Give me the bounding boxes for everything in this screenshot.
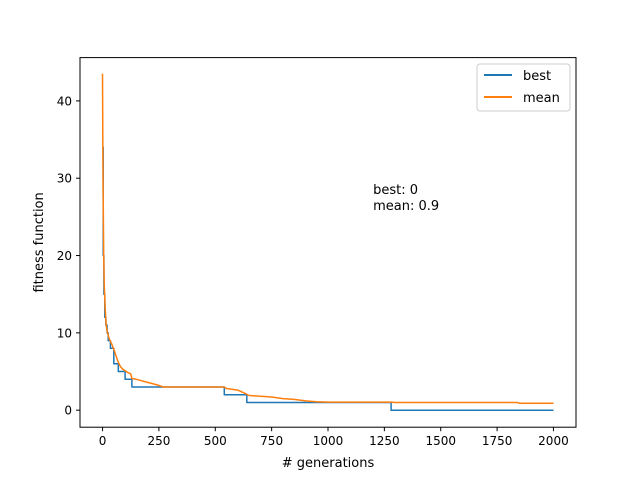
series-line-mean [101,73,554,404]
y-tick-label: 40 [57,94,72,108]
x-tick-label: 500 [204,434,227,448]
x-tick-label: 1750 [482,434,513,448]
x-tick-label: 1000 [313,434,344,448]
y-axis-label: fitness function [32,192,47,292]
legend-label-best: best [523,69,551,84]
annotation-best: best: 0 [373,183,418,198]
x-axis-label: # generations [282,456,375,471]
series-layer [101,73,554,411]
y-tick-label: 10 [57,326,72,340]
y-tick-label: 0 [64,404,72,418]
stats-annotation: best: 0 mean: 0.9 [373,183,439,214]
x-tick-label: 1500 [425,434,456,448]
y-tick-label: 20 [57,249,72,263]
x-tick-label: 750 [260,434,283,448]
axis-layer: 0 250 500 750 1000 1250 1500 1750 2000 0 10 20 30 40 [57,94,569,448]
y-tick-label: 30 [57,172,72,186]
legend-label-mean: mean [523,91,560,106]
x-tick-label: 0 [99,434,107,448]
x-tick-label: 1250 [369,434,400,448]
annotation-mean: mean: 0.9 [373,199,439,214]
x-tick-label: 2000 [538,434,569,448]
legend: best mean [476,63,571,112]
x-tick-label: 250 [147,434,170,448]
